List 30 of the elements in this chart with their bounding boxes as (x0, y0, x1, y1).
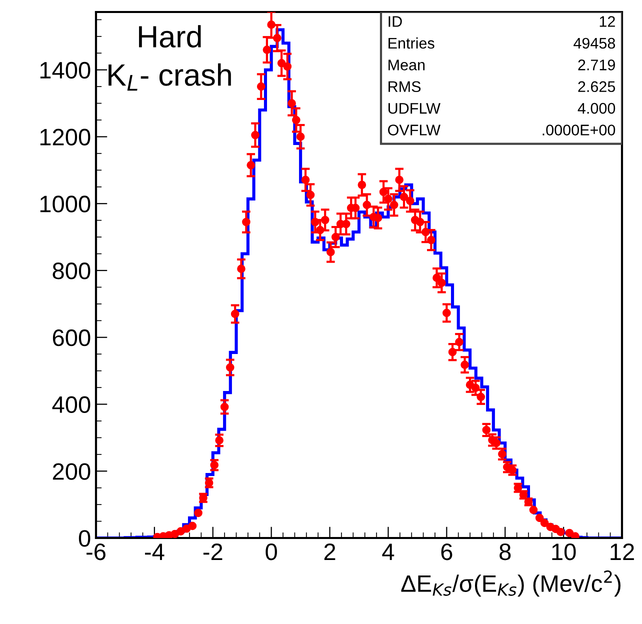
x-tick-label: 2 (324, 543, 336, 560)
y-tick-label: 800 (52, 262, 90, 280)
annotation: UDFLW (388, 103, 440, 114)
annotation: ID (388, 16, 402, 27)
x-tick-label: 12 (610, 543, 634, 560)
annotation: Hard K$_{L}$- crash (108, 25, 231, 91)
y-tick-label: 1000 (40, 196, 90, 212)
y-tick-label: 600 (52, 329, 90, 346)
x-tick-label: -2 (203, 543, 222, 560)
annotation: OVFLW (388, 124, 440, 136)
x-tick-label: 4 (382, 544, 394, 560)
x-tick-label: -4 (144, 544, 164, 560)
y-tick-label: 400 (52, 396, 90, 414)
x-tick-label: 8 (500, 543, 511, 560)
annotation: RMS (388, 81, 421, 92)
y-tick-label: 200 (52, 463, 90, 480)
annotation: Mean (388, 60, 425, 70)
x-axis-title: ΔE$_{Ks}$/σ(E$_{Ks}$) (Mev/c$^{2}$) (401, 570, 620, 597)
annotation: 2.719 (578, 60, 615, 70)
x-tick-label: 0 (266, 543, 277, 560)
y-tick-label: 1200 (40, 128, 90, 146)
y-tick-label: 1400 (40, 62, 90, 79)
annotation: 12 (600, 16, 615, 27)
annotation: Entries (388, 37, 434, 49)
annotation: 49458 (574, 38, 616, 49)
x-tick-label: 6 (441, 543, 452, 560)
annotation: 2.625 (578, 81, 616, 92)
annotation: .0000E+00 (542, 124, 616, 136)
annotation: 4.000 (578, 102, 616, 114)
x-tick-label: 10 (552, 543, 576, 560)
